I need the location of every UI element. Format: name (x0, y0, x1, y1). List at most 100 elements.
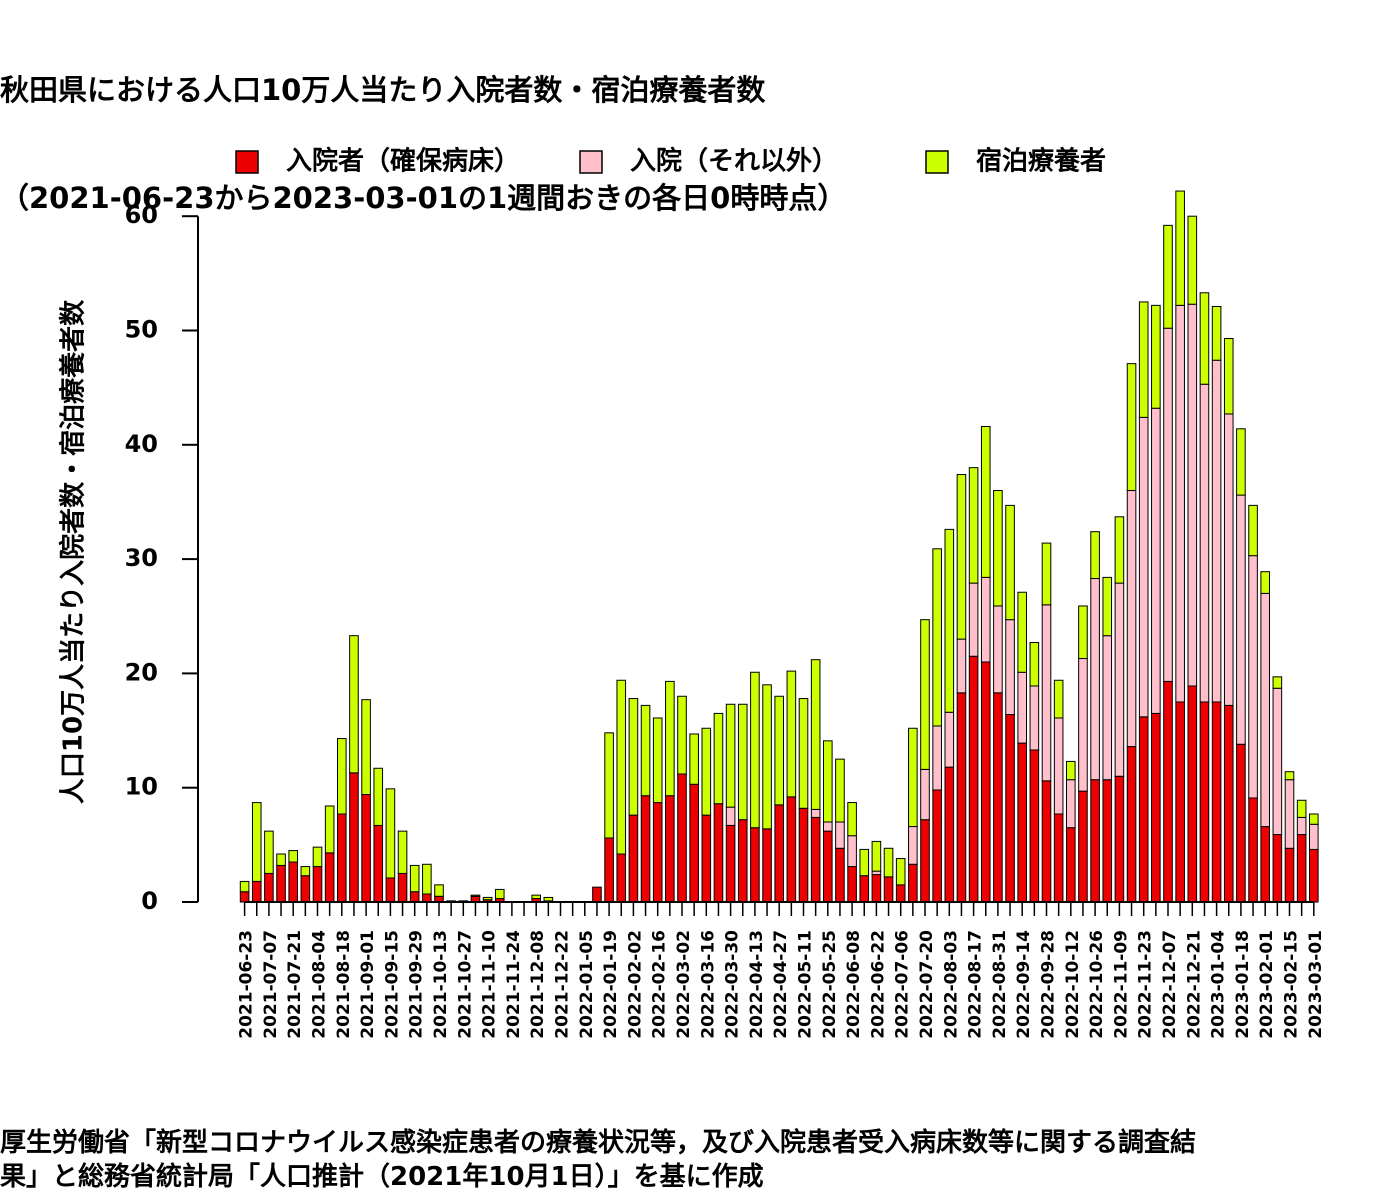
bar-segment (725, 703, 736, 808)
bar-segment (1078, 790, 1088, 903)
y-tick-label: 60 (125, 201, 158, 229)
bar-segment (762, 828, 772, 903)
bar-segment (1151, 407, 1161, 714)
bar-segment (1138, 416, 1149, 718)
bar-segment (968, 467, 979, 584)
x-tick-label: 2022-04-27 (771, 930, 791, 1039)
bar-segment (276, 853, 286, 866)
x-tick-label: 2021-07-07 (261, 930, 281, 1039)
bar-segment (288, 850, 298, 863)
x-tick-label: 2022-03-30 (723, 930, 743, 1039)
bar-segment (251, 880, 262, 903)
bar-segment (1078, 605, 1088, 660)
bar-segment (871, 874, 882, 903)
bar-segment (1151, 304, 1161, 409)
bar-segment (324, 852, 335, 903)
bar-segment (1053, 813, 1064, 903)
bar-segment (494, 888, 505, 900)
bar-segment (1029, 685, 1040, 751)
bar-segment (531, 894, 542, 900)
bar-segment (920, 619, 930, 770)
bar-segment (1187, 685, 1198, 903)
bar-segment (980, 661, 991, 903)
bar-segment (713, 803, 724, 903)
bar-segment (373, 824, 384, 903)
bar-segment (1041, 604, 1052, 782)
bar-segment (1211, 701, 1222, 903)
bar-segment (1260, 592, 1271, 828)
bar-segment (774, 695, 785, 806)
bar-segment (1272, 687, 1283, 836)
bar-segment (1029, 749, 1040, 903)
bar-segment (239, 891, 250, 903)
bar-segment (895, 858, 906, 886)
legend-label: 入院者（確保病床） (286, 146, 520, 177)
bar-segment (701, 727, 712, 816)
bar-segment (980, 576, 991, 663)
bar-segment (652, 717, 663, 804)
bar-segment (1248, 504, 1258, 557)
bar-segment (908, 826, 918, 865)
bar-segment (1005, 504, 1015, 621)
bar-segment (264, 872, 274, 903)
x-tick-label: 2021-11-24 (504, 930, 524, 1039)
bar-segment (980, 426, 991, 578)
bar-segment (689, 783, 699, 903)
x-tick-label: 2023-01-18 (1233, 930, 1253, 1039)
bar-segment (397, 830, 408, 874)
x-tick-label: 2022-04-13 (747, 930, 767, 1039)
bar-segment (798, 698, 809, 809)
bar-segment (616, 853, 627, 903)
x-tick-label: 2021-08-18 (334, 930, 354, 1039)
bar-segment (324, 805, 335, 854)
y-axis-label: 人口10万人当たり入院者数・宿泊療養者数 (58, 299, 89, 804)
x-tick-label: 2021-07-21 (285, 930, 305, 1039)
x-tick-label: 2023-01-04 (1209, 930, 1229, 1039)
x-tick-label: 2022-05-11 (796, 930, 816, 1039)
bar-segment (470, 894, 481, 897)
source-note-line1: 厚生労働省「新型コロナウイルス感染症患者の療養状況等，及び入院患者受入病床数等に… (0, 1128, 1197, 1158)
bar-segment (1236, 743, 1246, 903)
bar-segment (1175, 190, 1185, 306)
bar-segment (993, 490, 1003, 607)
bar-segment (1066, 827, 1076, 903)
bar-segment (1309, 823, 1319, 850)
x-tick-label: 2022-03-02 (674, 930, 694, 1039)
bar-segment (847, 802, 857, 837)
bar-segment (1284, 771, 1295, 781)
bar-segment (993, 692, 1003, 903)
chart-title-line2: （2021-06-23から2023-03-01の1週間おきの各日0時時点） (0, 181, 847, 215)
bar-segment (1211, 305, 1222, 361)
bar-segment (385, 877, 396, 903)
bar-segment (823, 821, 833, 832)
x-tick-label: 2022-12-21 (1184, 930, 1204, 1039)
bar-segment (1114, 775, 1125, 903)
bar-segment (810, 659, 821, 810)
bar-segment (823, 830, 833, 903)
y-tick-label: 40 (125, 430, 158, 458)
bar-segment (1102, 576, 1113, 637)
legend: 入院者（確保病床） 入院（それ以外） 宿泊療養者 (235, 146, 1106, 177)
bar-segment (968, 655, 979, 903)
legend-label: 入院（それ以外） (630, 146, 838, 177)
x-tick-label: 2021-10-27 (455, 930, 475, 1039)
x-tick-label: 2022-11-09 (1111, 930, 1131, 1039)
x-tick-label: 2022-06-22 (868, 930, 888, 1039)
bar-segment (264, 830, 274, 874)
bar-segment (762, 684, 772, 830)
bar-segment (604, 837, 614, 903)
bar-segment (1272, 834, 1283, 903)
bar-segment (1284, 779, 1295, 849)
bar-segment (337, 738, 347, 815)
bar-segment (1053, 717, 1064, 815)
bar-segment (1296, 816, 1307, 836)
bar-segment (859, 848, 870, 877)
x-tick-label: 2021-12-08 (528, 930, 548, 1039)
bar-segment (1151, 712, 1161, 903)
bar-segment (810, 808, 821, 818)
x-tick-label: 2022-10-12 (1063, 930, 1083, 1039)
bar-segment (1102, 779, 1113, 903)
x-tick-label: 2022-09-14 (1014, 930, 1034, 1039)
bar-segment (859, 875, 870, 903)
x-tick-label: 2022-02-02 (625, 930, 645, 1039)
